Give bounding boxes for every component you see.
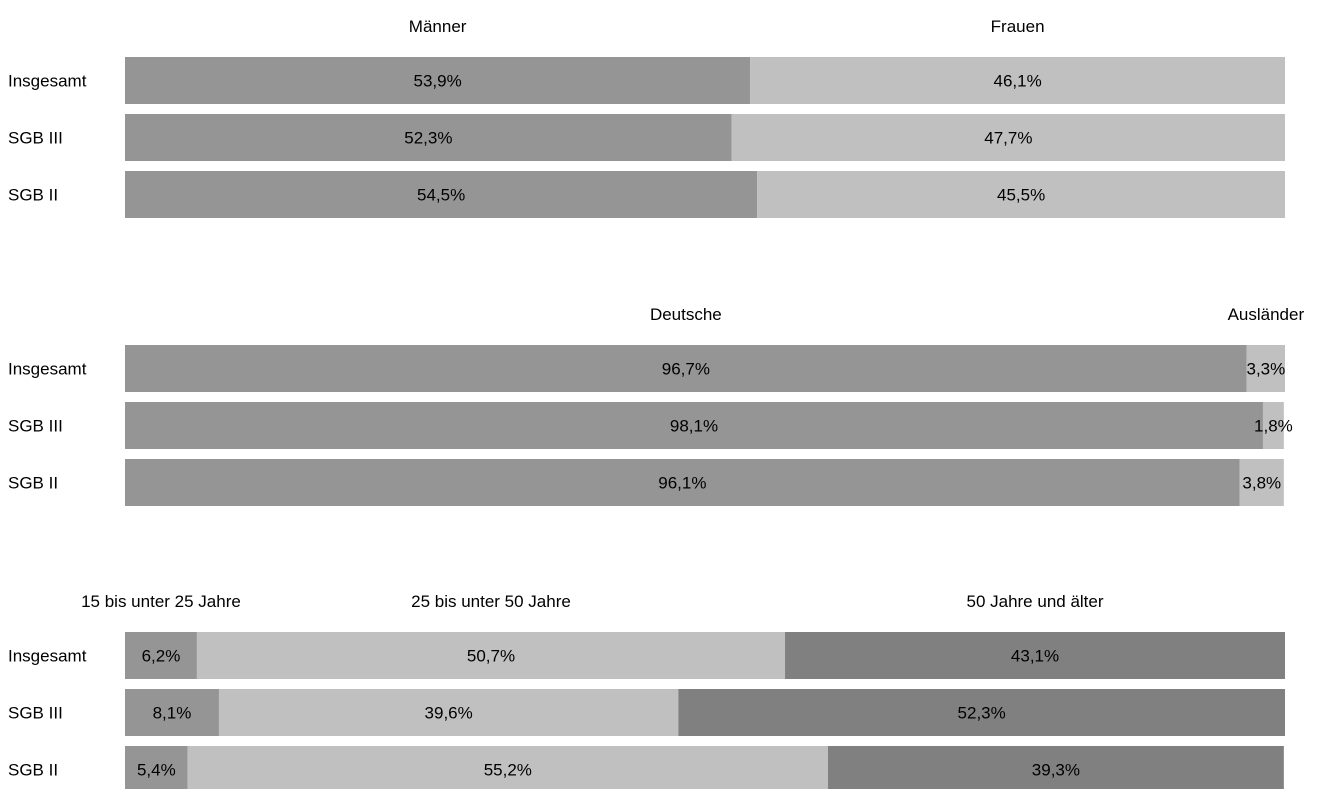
bar-insgesamt-15-bis-unter-25-jahre [125,632,197,679]
legend-label-maenner: Männer [409,17,467,36]
legend-label-50-jahre-und-aelter: 50 Jahre und älter [966,592,1103,611]
data-label-sgb-iii-15-bis-unter-25-jahre: 8,1% [153,704,192,723]
category-label-sgb-iii: SGB III [8,417,63,436]
bar-insgesamt-25-bis-unter-50-jahre [196,632,786,679]
data-label-sgb-ii-25-bis-unter-50-jahre: 55,2% [484,761,532,780]
bar-sgb-ii-auslaender [1239,459,1284,506]
data-label-sgb-ii-maenner: 54,5% [417,186,465,205]
bar-sgb-iii-25-bis-unter-50-jahre [218,689,679,736]
bar-sgb-iii-50-jahre-und-aelter [678,689,1285,736]
data-label-sgb-iii-frauen: 47,7% [984,129,1032,148]
data-label-sgb-iii-maenner: 52,3% [404,129,452,148]
data-label-sgb-ii-15-bis-unter-25-jahre: 5,4% [137,761,176,780]
bar-sgb-ii-maenner [125,171,758,218]
category-label-insgesamt: Insgesamt [8,72,87,91]
data-label-sgb-ii-frauen: 45,5% [997,186,1045,205]
bar-sgb-iii-deutsche [125,402,1263,449]
data-label-sgb-ii-deutsche: 96,1% [658,474,706,493]
bar-sgb-ii-25-bis-unter-50-jahre [187,746,828,789]
category-label-insgesamt: Insgesamt [8,360,87,379]
bar-sgb-iii-15-bis-unter-25-jahre [125,689,219,736]
bar-insgesamt-auslaender [1246,345,1285,392]
bar-sgb-ii-15-bis-unter-25-jahre [125,746,188,789]
bar-insgesamt-deutsche [125,345,1247,392]
data-label-insgesamt-auslaender: 3,3% [1246,360,1285,379]
category-label-sgb-ii: SGB II [8,761,58,780]
data-label-sgb-iii-deutsche: 98,1% [670,417,718,436]
legend-label-auslaender: Ausländer [1228,305,1305,324]
bar-insgesamt-50-jahre-und-aelter [785,632,1285,679]
legend-label-15-bis-unter-25-jahre: 15 bis unter 25 Jahre [81,592,241,611]
legend-label-deutsche: Deutsche [650,305,722,324]
data-label-insgesamt-25-bis-unter-50-jahre: 50,7% [467,647,515,666]
data-label-insgesamt-15-bis-unter-25-jahre: 6,2% [142,647,181,666]
category-label-sgb-iii: SGB III [8,129,63,148]
chart-panel-1: Insgesamt SGB III SGB II 53,9% 46,1% 52,3% 47,… [8,17,1285,218]
bar-sgb-ii-frauen [757,171,1285,218]
category-label-insgesamt: Insgesamt [8,647,87,666]
bar-sgb-iii-auslaender [1262,402,1284,449]
data-label-sgb-ii-auslaender: 3,8% [1242,474,1281,493]
data-label-insgesamt-frauen: 46,1% [994,72,1042,91]
data-label-insgesamt-maenner: 53,9% [414,72,462,91]
bar-sgb-ii-50-jahre-und-aelter [827,746,1284,789]
category-label-sgb-ii: SGB II [8,474,58,493]
chart-panel-2: Insgesamt SGB III SGB II 96,7% 3,3% 98,1% 1,8%… [8,305,1304,506]
data-label-insgesamt-50-jahre-und-aelter: 43,1% [1011,647,1059,666]
data-label-sgb-iii-auslaender: 1,8% [1254,417,1293,436]
legend-label-frauen: Frauen [991,17,1045,36]
bar-insgesamt-maenner [125,57,751,104]
data-label-sgb-ii-50-jahre-und-aelter: 39,3% [1032,761,1080,780]
data-label-sgb-iii-50-jahre-und-aelter: 52,3% [958,704,1006,723]
data-label-sgb-iii-25-bis-unter-50-jahre: 39,6% [425,704,473,723]
data-label-insgesamt-deutsche: 96,7% [662,360,710,379]
category-label-sgb-iii: SGB III [8,704,63,723]
bar-sgb-iii-maenner [125,114,732,161]
bar-sgb-ii-deutsche [125,459,1240,506]
category-label-sgb-ii: SGB II [8,186,58,205]
bar-sgb-iii-frauen [731,114,1285,161]
chart-panel-3: Insgesamt SGB III SGB II 6,2% 50,7% 43,1% 8,1%… [8,592,1285,789]
legend-label-25-bis-unter-50-jahre: 25 bis unter 50 Jahre [411,592,571,611]
bar-insgesamt-frauen [750,57,1285,104]
